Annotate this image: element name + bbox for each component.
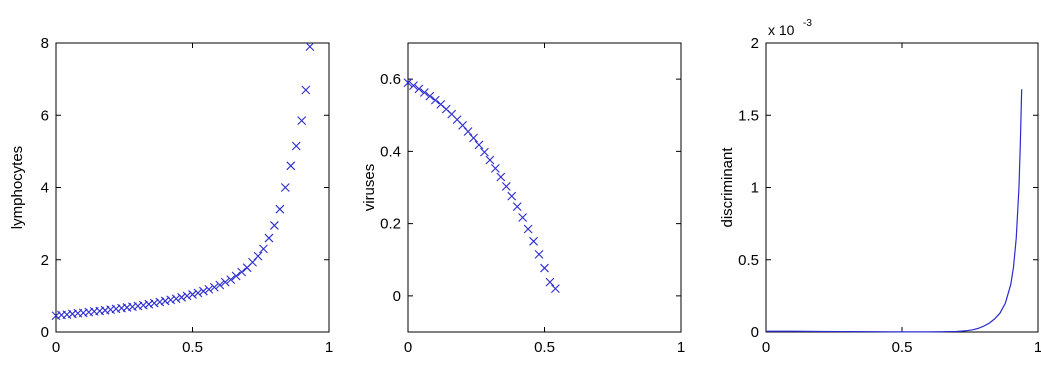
data-point-marker bbox=[264, 233, 274, 243]
data-point-marker bbox=[166, 295, 176, 305]
y-tick-label: 1.5 bbox=[738, 107, 759, 124]
y-tick-label: 0 bbox=[751, 324, 759, 341]
data-point-marker bbox=[490, 163, 500, 173]
data-point-marker bbox=[485, 155, 495, 165]
y-axis-label: lymphocytes bbox=[9, 146, 26, 229]
data-point-marker bbox=[409, 81, 418, 91]
data-point-marker bbox=[220, 277, 230, 287]
data-point-marker bbox=[182, 291, 192, 301]
plot-frame bbox=[407, 42, 682, 333]
data-point-marker bbox=[280, 183, 290, 192]
data-point-marker bbox=[209, 282, 219, 292]
y-tick-label: 0 bbox=[41, 324, 49, 341]
data-point-marker bbox=[540, 263, 549, 273]
y-tick-label: 4 bbox=[41, 180, 49, 197]
x-tick-label: 0.5 bbox=[892, 339, 913, 356]
data-point-marker bbox=[534, 249, 544, 259]
data-point-marker bbox=[226, 275, 236, 285]
data-point-marker bbox=[270, 221, 279, 230]
x-tick-label: 0.5 bbox=[534, 339, 555, 356]
data-point-marker bbox=[188, 290, 197, 299]
y-tick-label: 0 bbox=[393, 288, 401, 305]
x-tick-label: 1 bbox=[677, 339, 685, 356]
y-multiplier-base: x 10 bbox=[768, 22, 795, 38]
x-tick-label: 0 bbox=[52, 339, 60, 356]
data-point-marker bbox=[259, 244, 268, 254]
x-tick-label: 1 bbox=[1034, 339, 1041, 356]
data-point-marker bbox=[430, 95, 440, 105]
discriminant-panel: 0 0.5 1 0 0.5 1 1.5 2 discriminant x 10 -3 bbox=[719, 18, 1041, 356]
y-tick-label: 0.6 bbox=[380, 71, 401, 88]
data-point-marker bbox=[171, 294, 181, 304]
y-tick-label: 0.4 bbox=[380, 143, 401, 160]
data-point-marker bbox=[301, 85, 311, 95]
data-point-marker bbox=[237, 267, 247, 277]
y-tick-label: 8 bbox=[41, 35, 49, 52]
data-point-marker bbox=[138, 300, 148, 310]
data-point-marker bbox=[160, 296, 170, 306]
data-point-marker bbox=[149, 298, 159, 308]
data-point-marker bbox=[286, 161, 296, 171]
viruses-panel: 0 0.5 1 0 0.2 0.4 0.6 viruses bbox=[361, 42, 685, 356]
data-point-marker bbox=[469, 133, 478, 143]
data-point-marker bbox=[419, 88, 429, 97]
x-tick-label: 0 bbox=[404, 339, 412, 356]
data-point-marker bbox=[215, 280, 225, 290]
series-line bbox=[766, 89, 1023, 333]
data-point-marker bbox=[529, 236, 538, 246]
data-point-marker bbox=[403, 78, 413, 88]
data-point-marker bbox=[204, 284, 214, 294]
data-point-marker bbox=[512, 202, 522, 212]
plot-frame bbox=[55, 42, 330, 333]
data-point-marker bbox=[518, 213, 528, 222]
x-tick-label: 0 bbox=[762, 339, 770, 356]
data-point-marker bbox=[463, 127, 473, 136]
y-tick-label: 0.2 bbox=[380, 216, 401, 233]
y-axis-label: discriminant bbox=[719, 147, 736, 228]
data-point-marker bbox=[199, 286, 208, 296]
x-tick-label: 0.5 bbox=[182, 339, 203, 356]
data-point-marker bbox=[305, 42, 315, 52]
data-point-marker bbox=[551, 284, 560, 294]
plot-frame bbox=[765, 42, 1039, 333]
y-tick-label: 0.5 bbox=[738, 252, 759, 269]
data-point-marker bbox=[144, 299, 154, 309]
y-tick-label: 1 bbox=[751, 180, 759, 197]
data-point-marker bbox=[193, 288, 203, 298]
data-point-marker bbox=[414, 84, 424, 94]
data-point-marker bbox=[474, 140, 484, 150]
y-tick-label: 6 bbox=[41, 107, 49, 124]
data-point-marker bbox=[231, 271, 241, 281]
data-point-marker bbox=[177, 292, 186, 302]
y-axis-label: viruses bbox=[361, 164, 378, 212]
y-tick-label: 2 bbox=[41, 252, 49, 269]
data-point-marker bbox=[545, 277, 555, 287]
data-point-marker bbox=[297, 116, 307, 126]
y-tick-label: 2 bbox=[751, 35, 759, 52]
data-point-marker bbox=[155, 297, 165, 307]
data-point-marker bbox=[501, 182, 511, 191]
y-multiplier-exponent: -3 bbox=[803, 18, 812, 29]
data-point-marker bbox=[291, 141, 301, 151]
data-point-marker bbox=[480, 147, 489, 157]
data-point-marker bbox=[523, 224, 533, 234]
x-tick-label: 1 bbox=[325, 339, 333, 356]
data-point-marker bbox=[275, 204, 285, 214]
data-point-marker bbox=[253, 251, 263, 261]
data-point-marker bbox=[425, 91, 435, 101]
data-point-marker bbox=[507, 191, 517, 201]
data-point-marker bbox=[496, 172, 506, 182]
lymphocytes-panel: 0 0.5 1 0 2 4 6 8 lymphocytes bbox=[9, 35, 333, 356]
